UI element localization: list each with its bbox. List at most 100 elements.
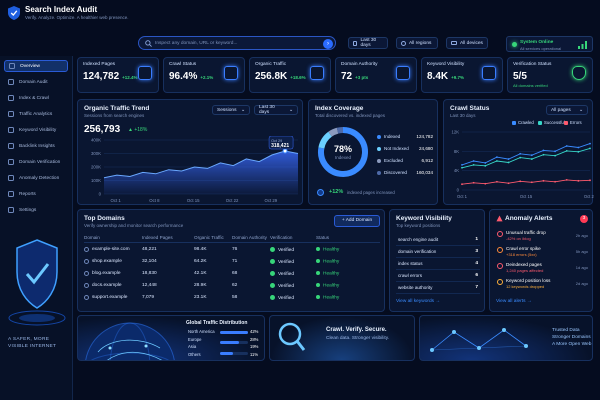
table-cell: 42.1K [194,270,207,276]
keyword-text[interactable]: search engine audit [398,237,439,242]
kpi-value-text: 256.8K [255,71,288,82]
chevron-down-icon: ⌄ [240,107,245,113]
alert-title[interactable]: Crawl error spike [506,246,541,251]
kpi-delta: +3 pts [355,75,369,80]
crawl-point [589,142,591,145]
keyword-position: 3 [475,249,478,254]
status-text: Healthy [323,270,340,276]
traffic-range-select[interactable]: Last 30 days ⌄ [254,105,298,115]
table-cell[interactable]: docs.example [92,282,122,288]
coverage-percent: 78% [333,144,352,154]
crawl-point [496,160,498,162]
table-cell: 28.9K [194,282,207,288]
table-cell[interactable]: shop.example [92,258,122,264]
add-domain-button[interactable]: + Add Domain [334,215,380,227]
y-tick-label: 300K [91,151,101,156]
table-header-divider [84,242,380,243]
sidebar-item-backlink-insights[interactable]: Backlink Insights [4,140,68,152]
alert-severity-icon [497,231,503,237]
crawl-point [461,166,463,169]
table-cell: 62 [232,282,238,288]
table-cell: 7,079 [142,294,155,300]
table-row[interactable]: docs.example 12,448 28.9K 62 Verified Healthy [84,282,380,292]
coverage-foot-delta: +12% [329,189,344,195]
region-select[interactable]: All regions [396,37,438,49]
traffic-metric-select[interactable]: Sessions ⌄ [212,105,250,115]
verification-cell: Verified [270,282,294,288]
donut-slice [318,127,368,177]
y-tick-label: 100K [91,178,101,183]
traffic-peak-point[interactable] [282,148,288,154]
alert-severity-icon [497,263,503,269]
geo-region: North America [188,329,215,334]
x-tick-label: Oct 22 [226,198,239,203]
geo-bar-fill [220,341,239,344]
traffic-chart: 400K 300K 200K 100K 0 Oct 1 Oct 8 Oct 15 Oct 22 O… [91,136,299,203]
view-all-alerts-link[interactable]: View all alerts → [496,299,532,304]
geo-region: Others [188,351,201,357]
search-input[interactable]: Inspect any domain, URL or keyword... › [138,36,336,50]
sidebar-item-overview[interactable]: Overview [4,60,68,72]
donut-slice [336,127,344,134]
sidebar-item-keyword-visibility[interactable]: Keyword Visibility [4,124,68,136]
coverage-foot-text: indexed pages increased [347,190,395,195]
x-tick-label: Oct 1 [110,198,121,203]
device-label: All devices [460,40,483,46]
sidebar-item-anomaly-detection[interactable]: Anomaly Detection [4,172,68,184]
kpi-delta: +12.4% [122,75,138,80]
table-row[interactable]: shop.example 32,104 64.2K 71 Verified Healthy [84,258,380,268]
device-select[interactable]: All devices [446,37,488,49]
sidebar-item-domain-verification[interactable]: Domain Verification [4,156,68,168]
kpi-label: Keyword Visibility [427,62,465,67]
sidebar-item-traffic-analytics[interactable]: Traffic Analytics [4,108,68,120]
crawl-point [472,181,475,184]
sidebar-item-settings[interactable]: Settings [4,204,68,216]
alert-title[interactable]: Keyword position loss [506,278,551,283]
app-tagline: Verify. Analyze. Optimize. A healthier w… [25,15,129,20]
table-row[interactable]: example-site.com 48,221 98.4K 76 Verified Hea… [84,246,380,256]
keyword-text[interactable]: domain verification [398,249,437,254]
crawl-point [542,153,545,156]
geo-bar-fill [220,351,233,355]
geo-region: Asia [188,344,197,349]
table-row[interactable]: blog.example 18,830 42.1K 68 Verified Healthy [84,270,380,280]
keywords-title: Keyword Visibility [396,215,452,222]
view-all-keywords-link[interactable]: View all keywords → [396,299,441,304]
kpi-value: 96.4% +2.1% [169,71,239,82]
keyword-text[interactable]: website authority [398,285,433,290]
table-cell[interactable]: support.example [92,294,128,300]
sidebar-item-reports[interactable]: Reports [4,188,68,200]
table-cell: 68 [232,270,238,276]
verification-cell: Verified [270,270,294,276]
sidebar-item-domain-audit[interactable]: Domain Audit [4,76,68,88]
date-range-select[interactable]: Last 30 days [348,37,388,49]
alert-title[interactable]: Deindexed pages [506,262,542,267]
table-cell[interactable]: example-site.com [92,246,130,252]
kpi-delta: +2.1% [200,75,214,80]
crawl-page-select[interactable]: All pages ⌄ [546,105,588,115]
date-range-label: Last 30 days [360,38,377,48]
keyword-text[interactable]: index status [398,261,423,266]
trust-panel: Trusted Data Stronger Domains A More Ope… [419,315,593,361]
sidebar-item-label: Domain Audit [19,79,48,85]
crawl-point [565,178,568,181]
bars-icon [310,66,324,80]
alert-title[interactable]: Unusual traffic drop [506,230,546,235]
sidebar-slogan-1: A SAFER, MORE [8,337,50,342]
crawl-legend-label: Successful [544,120,565,125]
keyword-text[interactable]: crawl errors [398,273,422,278]
table-cell[interactable]: blog.example [92,270,121,276]
globe-graphic-icon [85,322,175,360]
crawl-point [496,180,498,183]
crawl-point [565,145,568,147]
table-row[interactable]: support.example 7,079 23.1K 58 Verified Healt… [84,294,380,304]
legend-swatch [512,121,516,125]
crawl-point [461,163,463,166]
crawl-point [530,154,533,157]
sidebar-item-index-crawl[interactable]: Index & Crawl [4,92,68,104]
coverage-donut [318,127,368,177]
keyword-position: 6 [475,273,478,278]
check-circle-icon [270,258,275,264]
keyword-position: 7 [475,285,478,290]
search-submit-button[interactable]: › [323,38,333,49]
